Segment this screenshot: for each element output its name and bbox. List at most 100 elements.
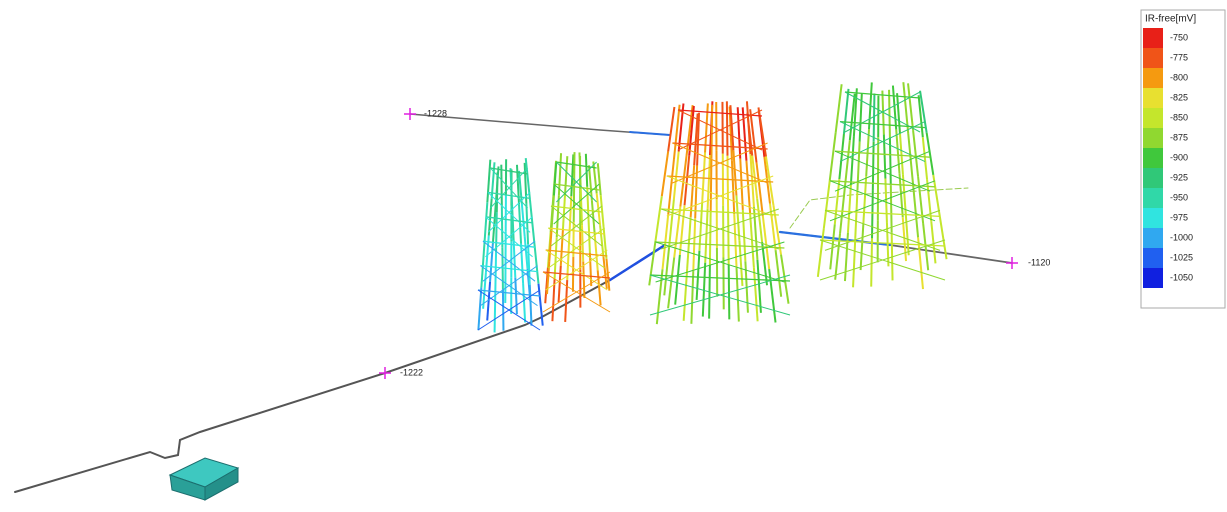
jacket-leg [495, 252, 496, 292]
jacket-leg [495, 292, 496, 332]
legend-label: -825 [1170, 92, 1188, 102]
jacket-leg [824, 181, 830, 229]
jacket-leg [656, 196, 662, 241]
jacket-leg [874, 93, 875, 141]
subsea-hub [170, 458, 238, 500]
marker-label: -1120 [1028, 257, 1050, 267]
jacket-leg [552, 195, 554, 228]
legend-swatch [1143, 208, 1163, 228]
jacket-leg [583, 262, 584, 298]
jacket-leg [487, 160, 490, 203]
marker-cross [1006, 257, 1018, 269]
jacket-leg [530, 285, 532, 326]
jacket-leg [662, 152, 668, 197]
jacket-leg [830, 132, 836, 180]
jacket-brace [556, 162, 596, 168]
jacket-leg [523, 283, 525, 322]
jacket-leg [897, 93, 900, 134]
jacket-leg [526, 204, 528, 245]
jacket-leg [691, 271, 693, 324]
jacket-leg [906, 215, 909, 256]
jacket-leg [844, 89, 849, 134]
jacket-brace [543, 272, 610, 278]
jacket-leg [900, 134, 903, 175]
jacket-leg [757, 260, 760, 313]
jacket-leg [598, 270, 601, 305]
jacket-leg [710, 212, 711, 265]
jacket-leg [754, 207, 757, 260]
marker-label: -1222 [400, 367, 423, 377]
legend-swatch [1143, 68, 1163, 88]
jacket-leg [530, 200, 534, 242]
pipelines [15, 114, 1012, 492]
legend-swatch [1143, 128, 1163, 148]
jacket-leg [913, 186, 918, 238]
legend-swatch [1143, 28, 1163, 48]
jacket-leg [848, 185, 851, 233]
scene: -1228 -1120 -1222 IR-free[mV] -750-775-8… [0, 0, 1227, 512]
jacket-leg [675, 255, 680, 305]
jacket-leg [559, 266, 561, 303]
marker-cross [404, 108, 416, 120]
jacket-leg [501, 165, 502, 207]
jacket-leg [502, 206, 503, 248]
jacket-leg [893, 86, 896, 130]
jacket-leg [889, 90, 890, 138]
legend-swatch [1143, 88, 1163, 108]
jacket-leg [484, 202, 487, 245]
jacket-leg [478, 288, 481, 331]
jacket-brace [490, 168, 527, 174]
legend-label: -950 [1170, 192, 1188, 202]
legend-swatch [1143, 148, 1163, 168]
jacket-leg [855, 190, 857, 238]
jacket-leg [853, 239, 855, 287]
legend-swatch [1143, 188, 1163, 208]
jacket-leg [487, 282, 490, 321]
jacket-leg [699, 202, 702, 251]
legend-swatch [1143, 168, 1163, 188]
jacket-leg [734, 214, 736, 268]
legend-label: -900 [1170, 152, 1188, 162]
jacket-leg [697, 251, 700, 300]
jacket-leg [851, 136, 854, 184]
pipeline-segment [630, 132, 670, 135]
legend-label: -1000 [1170, 232, 1193, 242]
jacket-leg [861, 223, 864, 270]
jacket-leg [490, 243, 493, 282]
jacket-leg [522, 203, 525, 236]
jacket-leg [931, 221, 935, 263]
jacket-leg [565, 156, 567, 193]
jacket-leg [649, 241, 655, 286]
jacket-leg [896, 129, 899, 173]
jacket-leg [743, 210, 746, 261]
jacket-leg [691, 165, 694, 217]
legend-label: -775 [1170, 52, 1188, 62]
legend-label: -875 [1170, 132, 1188, 142]
jacket-leg [776, 250, 782, 297]
jacket-leg [571, 154, 573, 196]
legend-swatch [1143, 48, 1163, 68]
legend-swatch [1143, 108, 1163, 128]
marker-label: -1228 [424, 108, 447, 118]
jacket-leg [740, 159, 743, 210]
jacket-leg [845, 140, 850, 187]
legend-label: -850 [1170, 112, 1188, 122]
jacket-leg [727, 101, 728, 156]
jacket-leg [836, 84, 842, 132]
legend-label: -1025 [1170, 252, 1193, 262]
jacket-leg [668, 258, 674, 309]
legend-title: IR-free[mV] [1145, 14, 1196, 25]
jacket-leg [839, 134, 844, 179]
jacket-leg [885, 178, 887, 222]
jacket-leg [923, 137, 927, 179]
jacket-leg [750, 214, 754, 267]
jacket-leg [754, 268, 758, 321]
jacket-leg [497, 172, 498, 212]
jacket-leg [871, 238, 872, 286]
jacket-leg [515, 278, 517, 314]
jacket-brace [554, 184, 600, 190]
jacket-leg [534, 242, 538, 284]
jacket-leg [927, 133, 934, 175]
jacket-leg [705, 209, 707, 263]
jacket-leg [554, 163, 556, 196]
